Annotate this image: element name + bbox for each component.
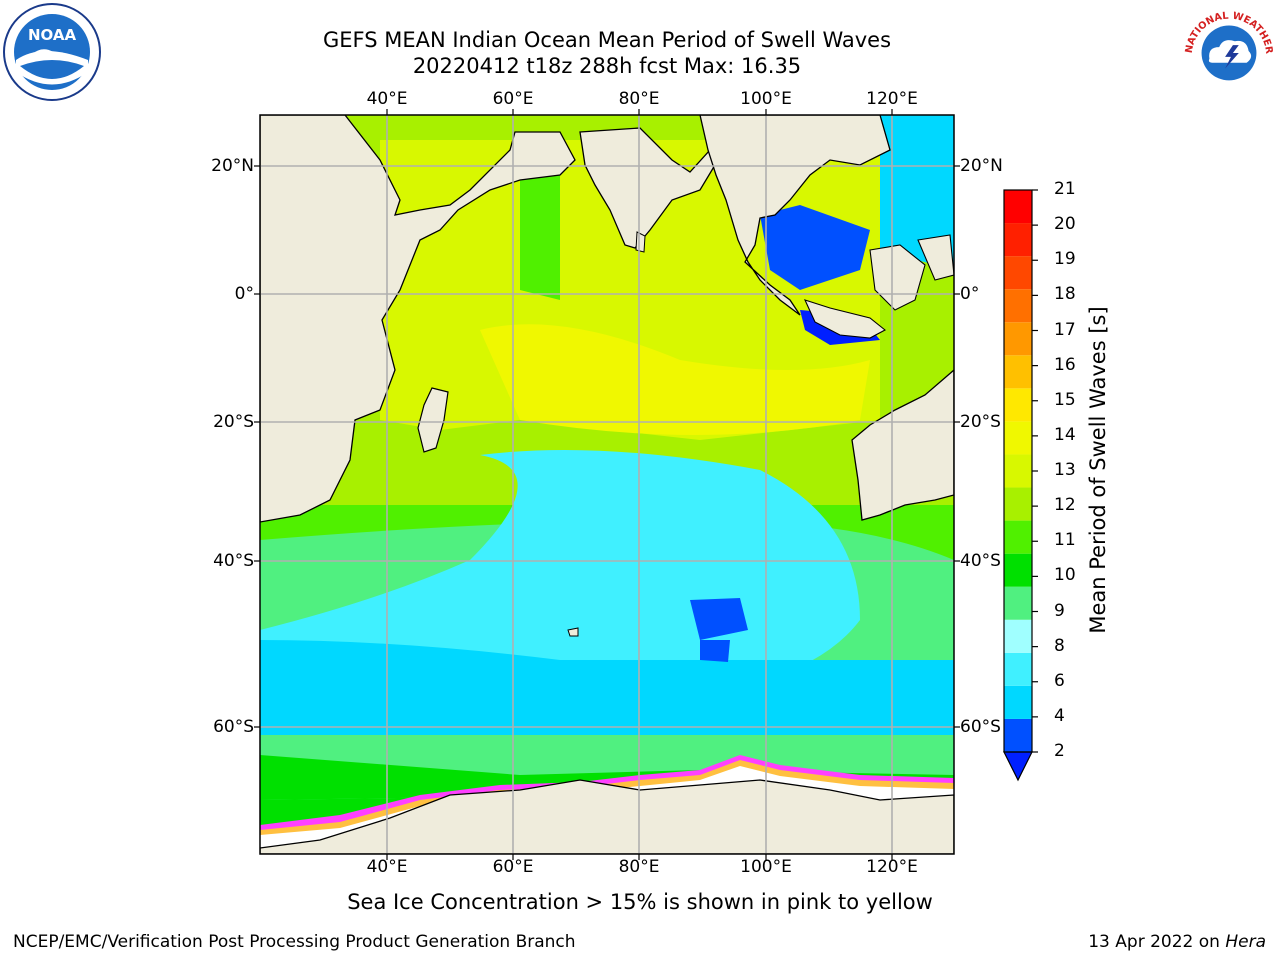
colorbar-swatch (1004, 652, 1032, 686)
colorbar-swatch (1004, 586, 1032, 620)
land-africa (260, 115, 576, 523)
land-australia (851, 369, 954, 521)
graticule (260, 115, 954, 854)
colorbar-tick-label: 19 (1054, 249, 1076, 270)
colorbar-tick-label: 15 (1054, 389, 1076, 410)
colorbar-swatch (1004, 223, 1032, 257)
colorbar-tick-label: 11 (1054, 530, 1076, 551)
colorbar-swatch (1004, 619, 1032, 653)
sea-ice-note: Sea Ice Concentration > 15% is shown in … (347, 890, 933, 914)
lon-label-bottom: 80°E (618, 857, 660, 877)
lon-label-top: 100°E (740, 89, 792, 109)
lat-label-left: 20°S (213, 412, 254, 432)
nws-logo: NATIONAL WEATHER SERVICE (1180, 2, 1277, 99)
colorbar-tick-label: 17 (1054, 319, 1076, 340)
land-india (579, 127, 719, 249)
lat-label-right: 40°S (960, 551, 1001, 571)
colorbar-swatch (1004, 289, 1032, 323)
colorbar-tick-label: 8 (1054, 635, 1065, 656)
lat-label-left: 60°S (213, 717, 254, 737)
lat-label-left: 20°N (211, 156, 254, 176)
colorbar-swatch (1004, 322, 1032, 356)
map-frame (259, 114, 955, 855)
lat-label-left: 0° (234, 284, 254, 304)
colorbar-swatch (1004, 487, 1032, 521)
footer-date-text: 13 Apr 2022 on (1088, 932, 1226, 952)
footer-credit: NCEP/EMC/Verification Post Processing Pr… (13, 932, 576, 952)
lon-label-bottom: 120°E (866, 857, 918, 877)
colorbar-tick-label: 14 (1054, 424, 1076, 445)
colorbar-swatch (1004, 553, 1032, 587)
colorbar-swatch (1004, 256, 1032, 290)
colorbar-tick-label: 10 (1054, 565, 1076, 586)
lat-label-right: 60°S (960, 717, 1001, 737)
colorbar-label: Mean Period of Swell Waves [s] (1086, 306, 1110, 634)
colorbar-tick-label: 2 (1054, 741, 1065, 761)
lon-label-bottom: 100°E (740, 857, 792, 877)
colorbar-tick-label: 18 (1054, 284, 1076, 305)
colorbar-tick-label: 20 (1054, 214, 1076, 235)
map-subtitle: 20220412 t18z 288h fcst Max: 16.35 (412, 54, 802, 78)
noaa-logo: NOAA (3, 3, 101, 101)
colorbar-tick-label: 13 (1054, 460, 1076, 480)
lat-label-left: 40°S (213, 551, 254, 571)
colorbar-swatch (1004, 685, 1032, 719)
footer-date: 13 Apr 2022 on Hera (1088, 932, 1266, 952)
colorbar-swatch (1004, 454, 1032, 488)
colorbar-swatch (1004, 718, 1032, 752)
colorbar-swatch (1004, 421, 1032, 455)
lon-label-top: 120°E (866, 89, 918, 109)
footer-host: Hera (1225, 932, 1266, 952)
lon-label-top: 40°E (366, 89, 408, 109)
colorbar-extend-arrow (1003, 751, 1033, 782)
lon-label-top: 60°E (492, 89, 534, 109)
lon-label-top: 80°E (618, 89, 660, 109)
colorbar-tick-label: 4 (1054, 705, 1065, 726)
lon-label-bottom: 40°E (366, 857, 408, 877)
colorbar-swatch (1004, 190, 1032, 224)
colorbar-swatch (1004, 520, 1032, 554)
colorbar-tick-label: 16 (1054, 354, 1076, 375)
lat-label-right: 0° (960, 284, 980, 304)
colorbar-swatch (1004, 355, 1032, 389)
colorbar (1003, 189, 1038, 782)
colorbar-tick-label: 9 (1054, 600, 1065, 621)
lon-label-bottom: 60°E (492, 857, 534, 877)
land-asia (699, 115, 891, 316)
lat-label-right: 20°S (960, 412, 1001, 432)
lat-label-right: 20°N (960, 156, 1003, 176)
map-title: GEFS MEAN Indian Ocean Mean Period of Sw… (322, 28, 892, 52)
colorbar-tick-label: 21 (1054, 179, 1076, 199)
colorbar-tick-label: 12 (1054, 495, 1076, 516)
noaa-logo-text: NOAA (28, 26, 77, 44)
colorbar-tick-label: 6 (1054, 670, 1065, 691)
colorbar-swatch (1004, 388, 1032, 422)
